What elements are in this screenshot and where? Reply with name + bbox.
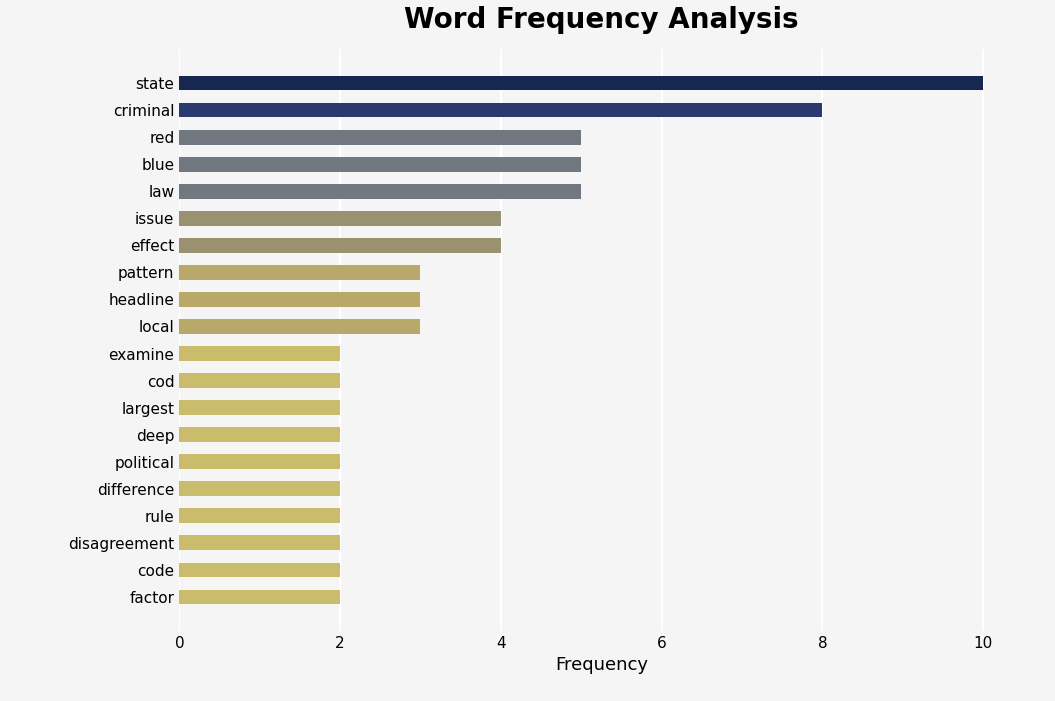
Bar [179,346,340,361]
Bar [179,400,340,415]
Bar [179,157,581,172]
Title: Word Frequency Analysis: Word Frequency Analysis [404,6,799,34]
Bar [179,292,421,307]
Bar [179,238,501,253]
Bar [179,373,340,388]
Bar [179,482,340,496]
Bar [179,427,340,442]
Bar [179,130,581,144]
Bar [179,536,340,550]
X-axis label: Frequency: Frequency [555,656,648,674]
Bar [179,184,581,198]
Bar [179,76,983,90]
Bar [179,508,340,523]
Bar [179,211,501,226]
Bar [179,102,823,118]
Bar [179,562,340,578]
Bar [179,590,340,604]
Bar [179,319,421,334]
Bar [179,265,421,280]
Bar [179,454,340,469]
